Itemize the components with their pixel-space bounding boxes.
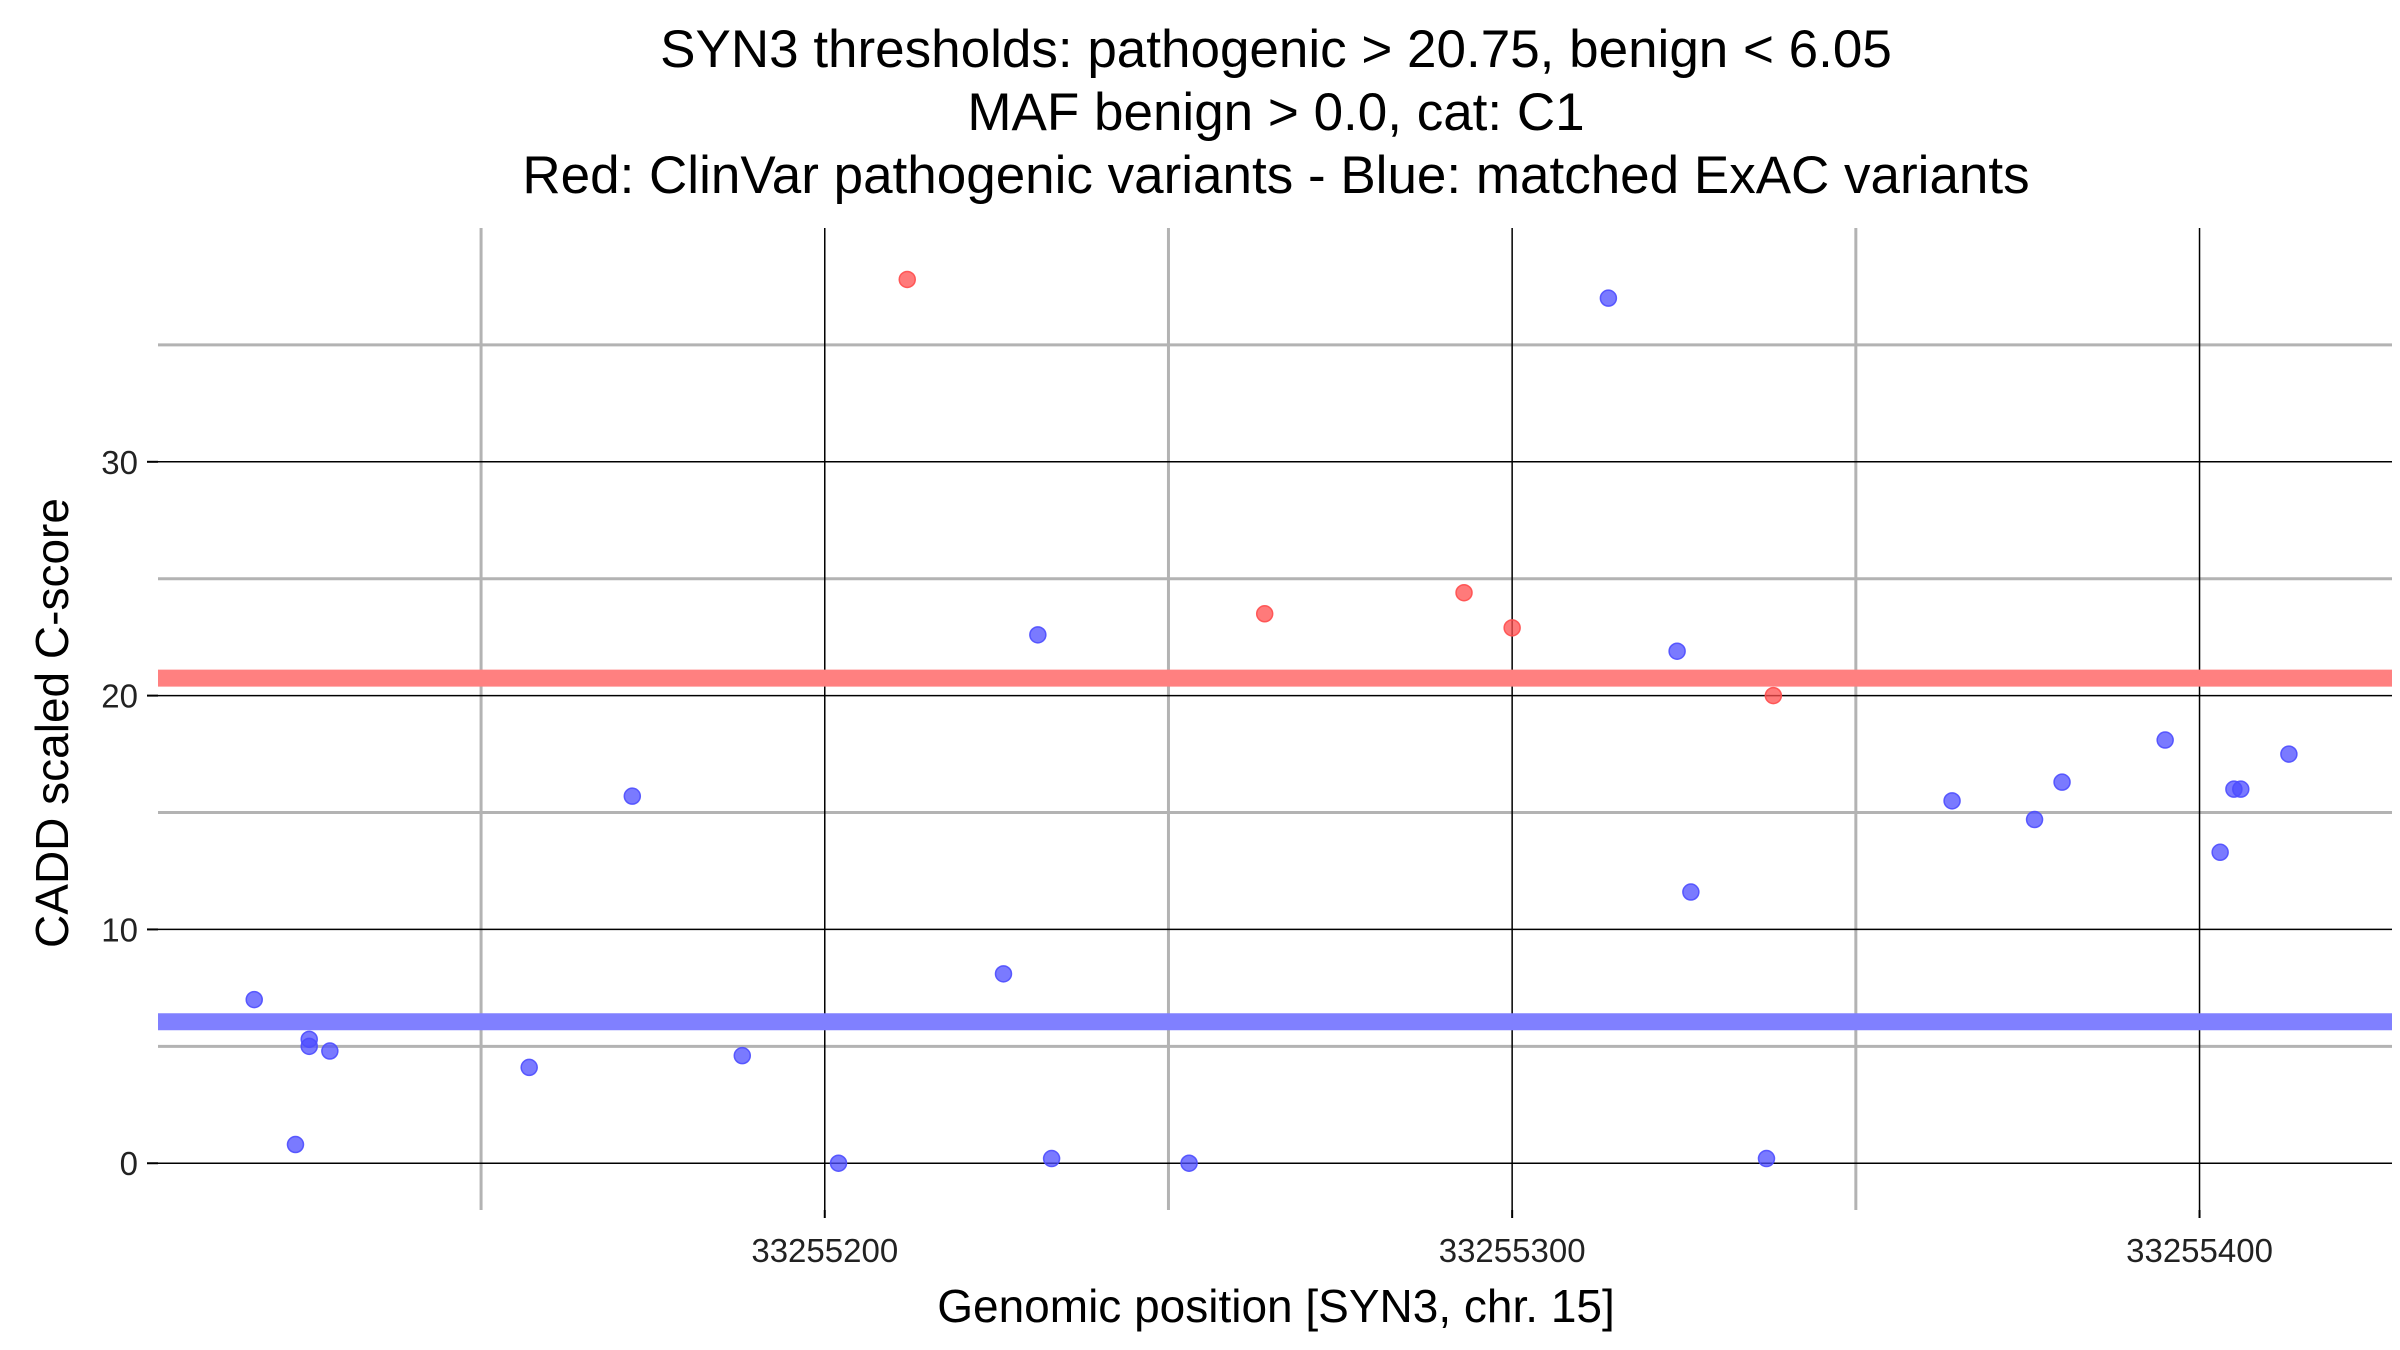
exac-variant-point (1943, 792, 1961, 810)
chart-title-line-1: SYN3 thresholds: pathogenic > 20.75, ben… (660, 20, 1892, 79)
exac-variant-point (1180, 1154, 1198, 1172)
exac-variant-point (1757, 1149, 1776, 1168)
exac-variant-point (2025, 810, 2044, 829)
major-gridlines (158, 228, 2392, 1210)
exac-variant-point (300, 1037, 318, 1056)
y-axis-title: CADD scaled C-score (26, 498, 78, 948)
chart-title-line-2: MAF benign > 0.0, cat: C1 (967, 83, 1584, 142)
x-tick-label: 33255300 (1439, 1232, 1586, 1269)
clinvar-pathogenic-point (1503, 619, 1521, 637)
exac-variant-point (1682, 883, 1700, 901)
exac-variant-point (321, 1042, 339, 1060)
exac-variant-point (2280, 745, 2298, 763)
exac-variant-point (2053, 773, 2071, 791)
exac-variant-point (245, 990, 263, 1009)
y-tick-label: 20 (101, 678, 138, 715)
chart-title-line-3: Red: ClinVar pathogenic variants - Blue:… (522, 146, 2029, 205)
clinvar-pathogenic-point (1455, 583, 1473, 602)
threshold-lines (158, 669, 2392, 1031)
exac-variant-point (2211, 843, 2229, 862)
x-tick-label: 33255200 (751, 1232, 898, 1269)
exac-variant-point (1029, 626, 1047, 644)
exac-variant-point (623, 787, 642, 805)
clinvar-pathogenic-point (898, 270, 916, 289)
x-axis-title: Genomic position [SYN3, chr. 15] (937, 1280, 1615, 1332)
exac-variant-point (1042, 1149, 1061, 1168)
exac-variant-point (994, 965, 1013, 983)
y-axis-ticks: 0 10 20 30 (101, 444, 158, 1182)
x-tick-label: 33255400 (2126, 1232, 2273, 1269)
minor-gridlines (158, 228, 2392, 1210)
exac-variant-point (286, 1135, 305, 1154)
clinvar-pathogenic-point (1764, 686, 1783, 705)
exac-variant-point (520, 1058, 538, 1077)
exac-variant-point (1599, 289, 1618, 307)
exac-variant-point (733, 1046, 752, 1065)
exac-variant-point (2156, 731, 2174, 749)
exac-variant-point (829, 1154, 848, 1172)
clinvar-pathogenic-point (1255, 605, 1274, 623)
y-tick-label: 0 (120, 1145, 138, 1182)
exac-variant-point (2232, 780, 2250, 798)
x-axis-ticks: 33255200 33255300 33255400 (751, 1210, 2273, 1269)
y-tick-label: 10 (101, 911, 138, 948)
exac-variant-point (1668, 642, 1686, 660)
chart-title: SYN3 thresholds: pathogenic > 20.75, ben… (522, 20, 2029, 205)
data-points (245, 270, 2298, 1172)
y-tick-label: 30 (101, 444, 138, 481)
